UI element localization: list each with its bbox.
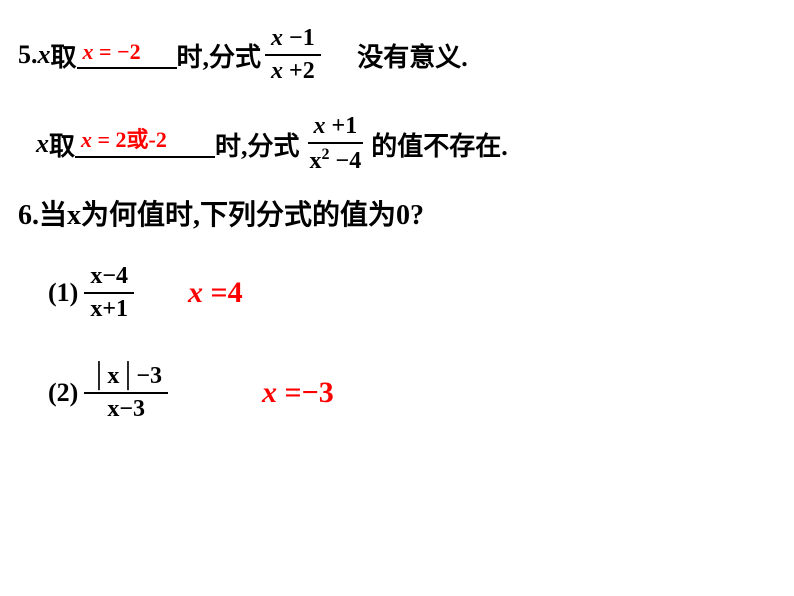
q5-fraction-2: x +1 x2 −4 <box>304 113 368 175</box>
q6-a2-rest: =−3 <box>277 376 334 409</box>
question-5-line-1: 5.x 取 x = −2 时,分式 x −1 x +2 没有意义. <box>18 25 776 85</box>
q5-tail-2: 的值不存在. <box>371 126 508 163</box>
q5-blank-2: x = 2或-2 <box>75 130 215 158</box>
q5-blank-1: x = −2 <box>77 41 177 69</box>
q5-post-blank-1: 时,分式 <box>177 37 262 74</box>
q6-item1-num: x−4 <box>84 263 134 294</box>
q6-item1-answer: x =4 <box>188 276 243 310</box>
q5-f2-den-rest: −4 <box>330 148 362 174</box>
q5-f2-den-sup: 2 <box>322 146 330 163</box>
q5-f1-num-var: x <box>271 25 283 51</box>
q6-a1-var: x <box>188 276 203 309</box>
question-5-line-2: x 取 x = 2或-2 时,分式 x +1 x2 −4 的值不存在. <box>36 113 776 175</box>
q5-f2-num-rest: +1 <box>326 113 358 139</box>
q5-verb1: 取 <box>51 37 77 74</box>
q6-item-1: (1) x−4 x+1 x =4 <box>48 263 776 323</box>
q6-a1-rest: =4 <box>203 276 243 309</box>
q5-f1-num-rest: −1 <box>283 25 315 51</box>
q5-l2-verb: 取 <box>49 126 75 163</box>
q6-item1-fraction: x−4 x+1 <box>84 263 134 323</box>
q5-fraction-1: x −1 x +2 <box>265 25 321 85</box>
q6-item2-answer: x =−3 <box>262 376 334 410</box>
q5-blank2-rest: = 2或-2 <box>92 127 167 152</box>
q6-item2-fraction: │x│−3 x−3 <box>84 363 168 423</box>
q6-item2-label: (2) <box>48 378 78 408</box>
q6-a2-var: x <box>262 376 277 409</box>
question-6-title: 6.当x为何值时,下列分式的值为0? <box>18 193 776 233</box>
q6-item1-den: x+1 <box>84 294 134 323</box>
q6-item1-label: (1) <box>48 278 78 308</box>
q6-item2-den: x−3 <box>101 394 151 423</box>
q5-blank1-rest: = −2 <box>94 39 141 64</box>
q6-item-2: (2) │x│−3 x−3 x =−3 <box>48 363 776 423</box>
q5-f2-den-lhs: x <box>310 148 322 174</box>
q5-var: x <box>38 40 51 70</box>
q5-blank1-var: x <box>83 39 94 64</box>
q5-f2-num-var: x <box>314 113 326 139</box>
q5-l2-post: 时,分式 <box>215 126 300 163</box>
q5-blank2-var: x <box>81 127 92 152</box>
q5-tail-1: 没有意义. <box>325 37 468 74</box>
q5-f1-den-rest: +2 <box>283 58 315 84</box>
q5-label: 5. <box>18 40 38 70</box>
q5-l2-var: x <box>36 129 49 159</box>
q6-item2-num: │x│−3 <box>84 363 168 394</box>
q5-f1-den-var: x <box>271 58 283 84</box>
